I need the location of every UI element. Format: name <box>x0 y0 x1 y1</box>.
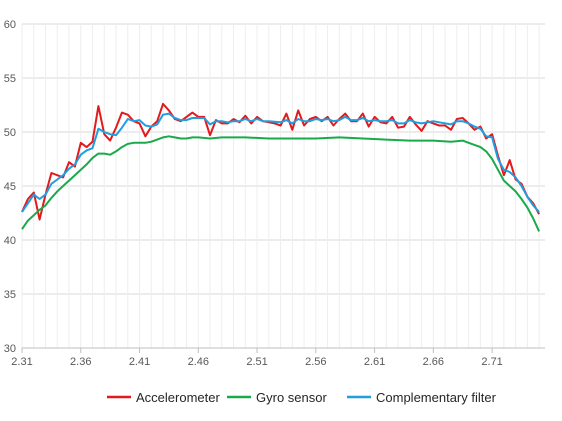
x-tick-label: 2.31 <box>11 356 32 368</box>
y-tick-label: 40 <box>4 235 16 247</box>
y-tick-label: 30 <box>4 343 16 355</box>
legend: Accelerometer Gyro sensor Complementary fi… <box>107 390 497 405</box>
x-axis-tick-labels: 2.31 2.36 2.41 2.46 2.51 2.56 2.61 2.66 2.71 <box>11 356 503 368</box>
x-tick-label: 2.41 <box>129 356 150 368</box>
gridlines <box>21 23 545 348</box>
y-tick-label: 60 <box>4 19 16 31</box>
x-tick-label: 2.56 <box>305 356 326 368</box>
series-line-gyro-sensor <box>21 135 541 232</box>
legend-label: Gyro sensor <box>256 390 327 405</box>
x-tick-label: 2.51 <box>246 356 267 368</box>
x-tick-label: 2.71 <box>481 356 502 368</box>
y-tick-label: 45 <box>4 181 16 193</box>
axes <box>21 347 545 353</box>
legend-label: Complementary filter <box>376 390 497 405</box>
y-axis-tick-labels: 30 35 40 45 50 55 60 <box>4 19 16 355</box>
y-tick-label: 50 <box>4 127 16 139</box>
series-line-complementary-filter <box>21 112 540 213</box>
y-tick-label: 35 <box>4 289 16 301</box>
x-tick-label: 2.36 <box>70 356 91 368</box>
series-line-accelerometer <box>21 102 540 221</box>
x-tick-label: 2.66 <box>423 356 444 368</box>
series-lines <box>21 102 541 232</box>
y-tick-label: 55 <box>4 73 16 85</box>
x-tick-label: 2.46 <box>188 356 209 368</box>
x-tick-label: 2.61 <box>364 356 385 368</box>
legend-label: Accelerometer <box>136 390 220 405</box>
